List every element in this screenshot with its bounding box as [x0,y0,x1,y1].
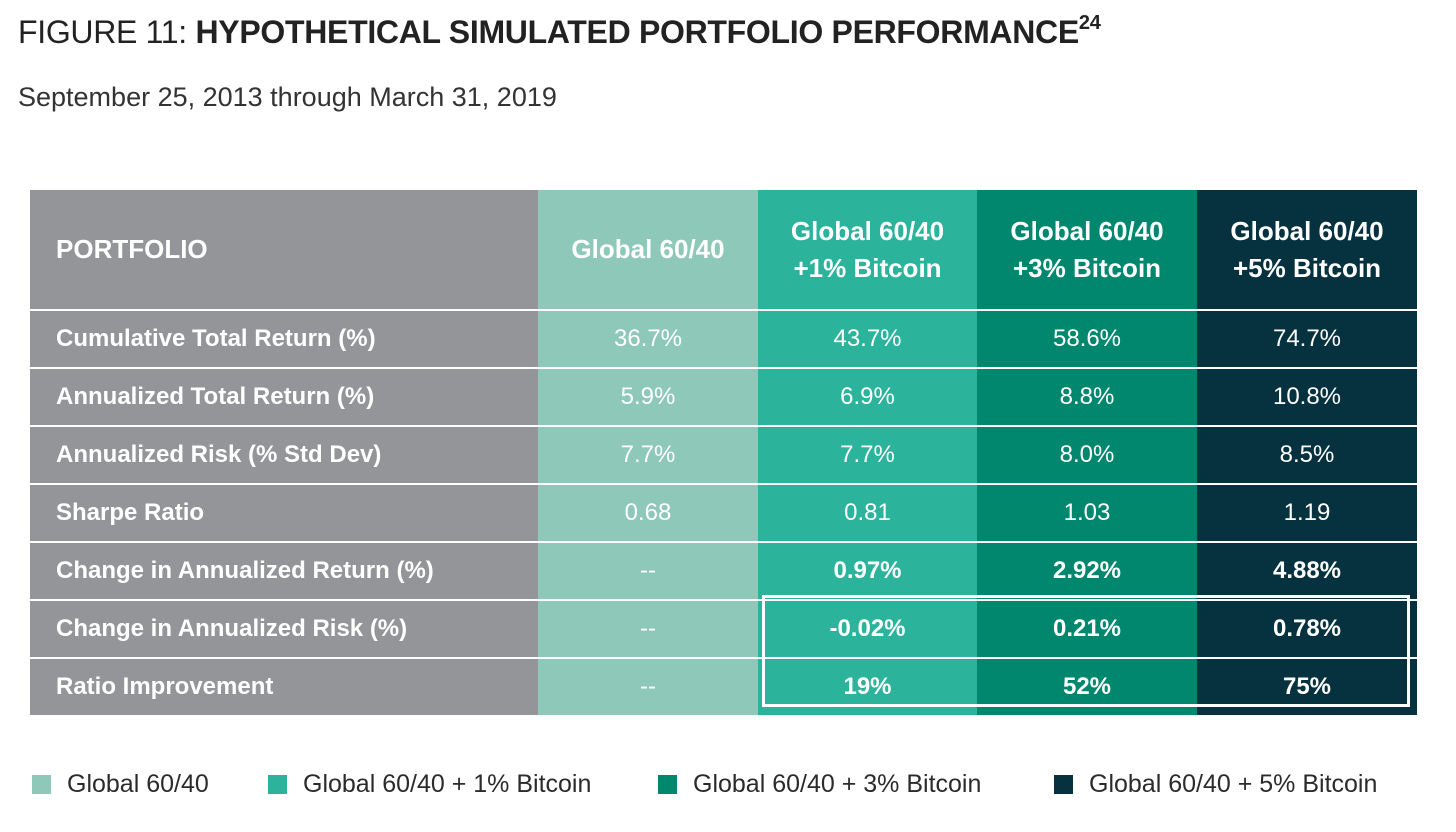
row-label: Annualized Risk (% Std Dev) [30,426,538,485]
header-global-60-40: Global 60/40 [538,190,758,311]
cell-plus-1-bitcoin: 0.97% [758,542,977,601]
table-row: Change in Annualized Risk (%) -- -0.02% … [30,600,1417,659]
table-row: Ratio Improvement -- 19% 52% 75% [30,658,1417,715]
row-label: Change in Annualized Return (%) [30,542,538,601]
row-label: Annualized Total Return (%) [30,368,538,427]
cell-plus-1-bitcoin: 19% [758,658,977,715]
footnote-marker: 24 [1078,12,1101,34]
legend-swatch [268,775,287,794]
cell-plus-5-bitcoin: 1.19 [1197,484,1417,543]
cell-plus-1-bitcoin: -0.02% [758,600,977,659]
legend-item-plus-1-bitcoin: Global 60/40 + 1% Bitcoin [268,770,591,799]
legend-label: Global 60/40 + 5% Bitcoin [1089,770,1378,798]
legend-item-global-60-40: Global 60/40 [32,770,209,799]
legend-item-plus-5-bitcoin: Global 60/40 + 5% Bitcoin [1054,770,1377,799]
legend-label: Global 60/40 + 3% Bitcoin [693,770,982,798]
legend-swatch [32,775,51,794]
header-line2: +5% Bitcoin [1232,252,1382,283]
figure-title-text: HYPOTHETICAL SIMULATED PORTFOLIO PERFORM… [195,14,1080,50]
header-plus-5-bitcoin: Global 60/40 +5% Bitcoin [1197,190,1417,311]
cell-plus-1-bitcoin: 0.81 [758,484,977,543]
legend-label: Global 60/40 [67,770,209,798]
cell-global-60-40: -- [538,658,758,715]
header-line2: +3% Bitcoin [1012,252,1162,283]
table-row: Annualized Risk (% Std Dev) 7.7% 7.7% 8.… [30,426,1417,485]
legend: Global 60/40 Global 60/40 + 1% Bitcoin G… [32,770,1422,806]
legend-swatch [1054,775,1073,794]
figure-title: FIGURE 11: HYPOTHETICAL SIMULATED PORTFO… [18,12,1101,51]
figure-subtitle: September 25, 2013 through March 31, 201… [18,82,557,112]
table-row: Annualized Total Return (%) 5.9% 6.9% 8.… [30,368,1417,427]
header-portfolio-label: PORTFOLIO [30,190,538,311]
cell-plus-5-bitcoin: 75% [1197,658,1417,715]
header-line1: Global 60/40 [790,215,945,246]
legend-swatch [658,775,677,794]
header-plus-3-bitcoin: Global 60/40 +3% Bitcoin [977,190,1197,311]
table-row: Sharpe Ratio 0.68 0.81 1.03 1.19 [30,484,1417,543]
row-label: Change in Annualized Risk (%) [30,600,538,659]
performance-table: PORTFOLIO Global 60/40 Global 60/40 +1% … [30,190,1417,715]
cell-global-60-40: 36.7% [538,310,758,369]
cell-plus-3-bitcoin: 58.6% [977,310,1197,369]
header-line2: +1% Bitcoin [793,252,942,283]
legend-label: Global 60/40 + 1% Bitcoin [303,770,592,798]
cell-global-60-40: -- [538,600,758,659]
cell-global-60-40: 7.7% [538,426,758,485]
cell-plus-3-bitcoin: 0.21% [977,600,1197,659]
figure-prefix: FIGURE 11: [18,14,187,50]
row-label: Ratio Improvement [30,658,538,715]
legend-item-plus-3-bitcoin: Global 60/40 + 3% Bitcoin [658,770,981,799]
cell-plus-3-bitcoin: 2.92% [977,542,1197,601]
header-plus-1-bitcoin: Global 60/40 +1% Bitcoin [758,190,977,311]
cell-plus-3-bitcoin: 8.0% [977,426,1197,485]
header-line1: Global 60/40 [571,234,725,264]
cell-plus-1-bitcoin: 7.7% [758,426,977,485]
header-line1: Global 60/40 [1010,215,1164,246]
header-line1: Global 60/40 [1230,215,1384,246]
cell-plus-3-bitcoin: 1.03 [977,484,1197,543]
cell-plus-5-bitcoin: 74.7% [1197,310,1417,369]
cell-plus-1-bitcoin: 43.7% [758,310,977,369]
cell-plus-5-bitcoin: 10.8% [1197,368,1417,427]
cell-global-60-40: 0.68 [538,484,758,543]
table-header-row: PORTFOLIO Global 60/40 Global 60/40 +1% … [30,190,1417,311]
cell-plus-5-bitcoin: 8.5% [1197,426,1417,485]
cell-global-60-40: 5.9% [538,368,758,427]
cell-plus-5-bitcoin: 4.88% [1197,542,1417,601]
table-row: Change in Annualized Return (%) -- 0.97%… [30,542,1417,601]
cell-global-60-40: -- [538,542,758,601]
table-row: Cumulative Total Return (%) 36.7% 43.7% … [30,310,1417,369]
cell-plus-5-bitcoin: 0.78% [1197,600,1417,659]
cell-plus-3-bitcoin: 8.8% [977,368,1197,427]
cell-plus-1-bitcoin: 6.9% [758,368,977,427]
row-label: Sharpe Ratio [30,484,538,543]
row-label: Cumulative Total Return (%) [30,310,538,369]
cell-plus-3-bitcoin: 52% [977,658,1197,715]
